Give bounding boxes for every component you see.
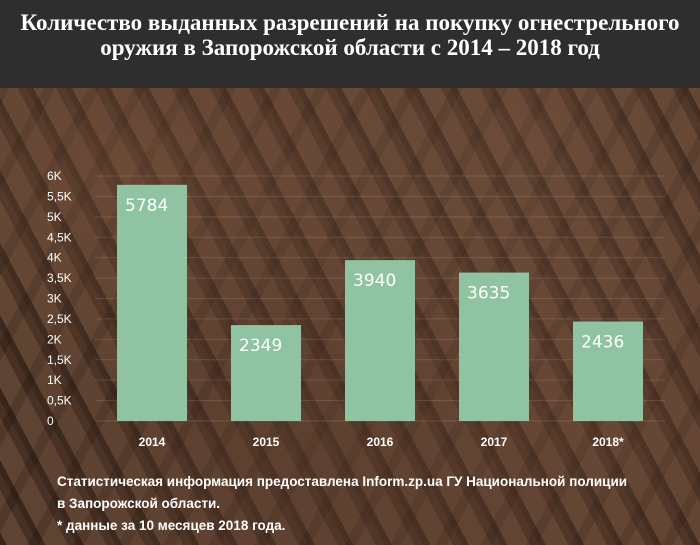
bars [117, 184, 643, 421]
x-category-label: 2015 [253, 435, 280, 449]
bar-chart: 0 0,5K 1K 1,5K 2K 2,5K 3K 3,5K 4K 4,5K 5K 5,5K 6K 57… [47, 169, 665, 449]
data-label: 3940 [353, 271, 396, 291]
source-note: Статистическая информация предоставлена … [57, 471, 677, 537]
bar [231, 325, 301, 421]
y-tick-label: 3K [47, 292, 62, 306]
y-tick-label: 5,5K [47, 189, 72, 203]
bar [573, 321, 643, 421]
title-banner: Количество выданных разрешений на покупк… [0, 0, 700, 88]
x-category-label: 2018* [592, 435, 624, 449]
y-tick-label: 1,5K [47, 353, 72, 367]
y-tick-label: 6K [47, 169, 62, 183]
footnote: * данные за 10 месяцев 2018 года. [57, 518, 286, 533]
y-tick-label: 1K [47, 373, 62, 387]
data-labels: 5784 2349 3940 3635 2436 [125, 196, 624, 356]
data-label: 2349 [239, 336, 282, 356]
source-note-line-1: Статистическая информация предоставлена … [57, 474, 628, 489]
data-label: 3635 [467, 284, 510, 304]
x-axis-labels: 2014 2015 2016 2017 2018* [139, 435, 624, 449]
y-tick-label: 4,5K [47, 230, 72, 244]
y-tick-label: 2,5K [47, 312, 72, 326]
y-tick-label: 0,5K [47, 394, 72, 408]
bar [459, 272, 529, 421]
bar [345, 260, 415, 421]
y-tick-label: 4K [47, 251, 62, 265]
x-category-label: 2017 [481, 435, 508, 449]
x-category-label: 2016 [367, 435, 394, 449]
y-tick-label: 3,5K [47, 271, 72, 285]
data-label: 2436 [581, 333, 624, 353]
data-label: 5784 [125, 196, 168, 216]
bar [117, 184, 187, 421]
y-axis-ticks: 0 0,5K 1K 1,5K 2K 2,5K 3K 3,5K 4K 4,5K 5K 5,5K 6K [47, 169, 72, 428]
y-tick-label: 2K [47, 332, 62, 346]
chart-title: Количество выданных разрешений на покупк… [20, 10, 680, 60]
y-tick-label: 5K [47, 210, 62, 224]
x-category-label: 2014 [139, 435, 166, 449]
y-tick-label: 0 [47, 414, 54, 428]
source-note-line-2: в Запорожской области. [57, 496, 221, 511]
